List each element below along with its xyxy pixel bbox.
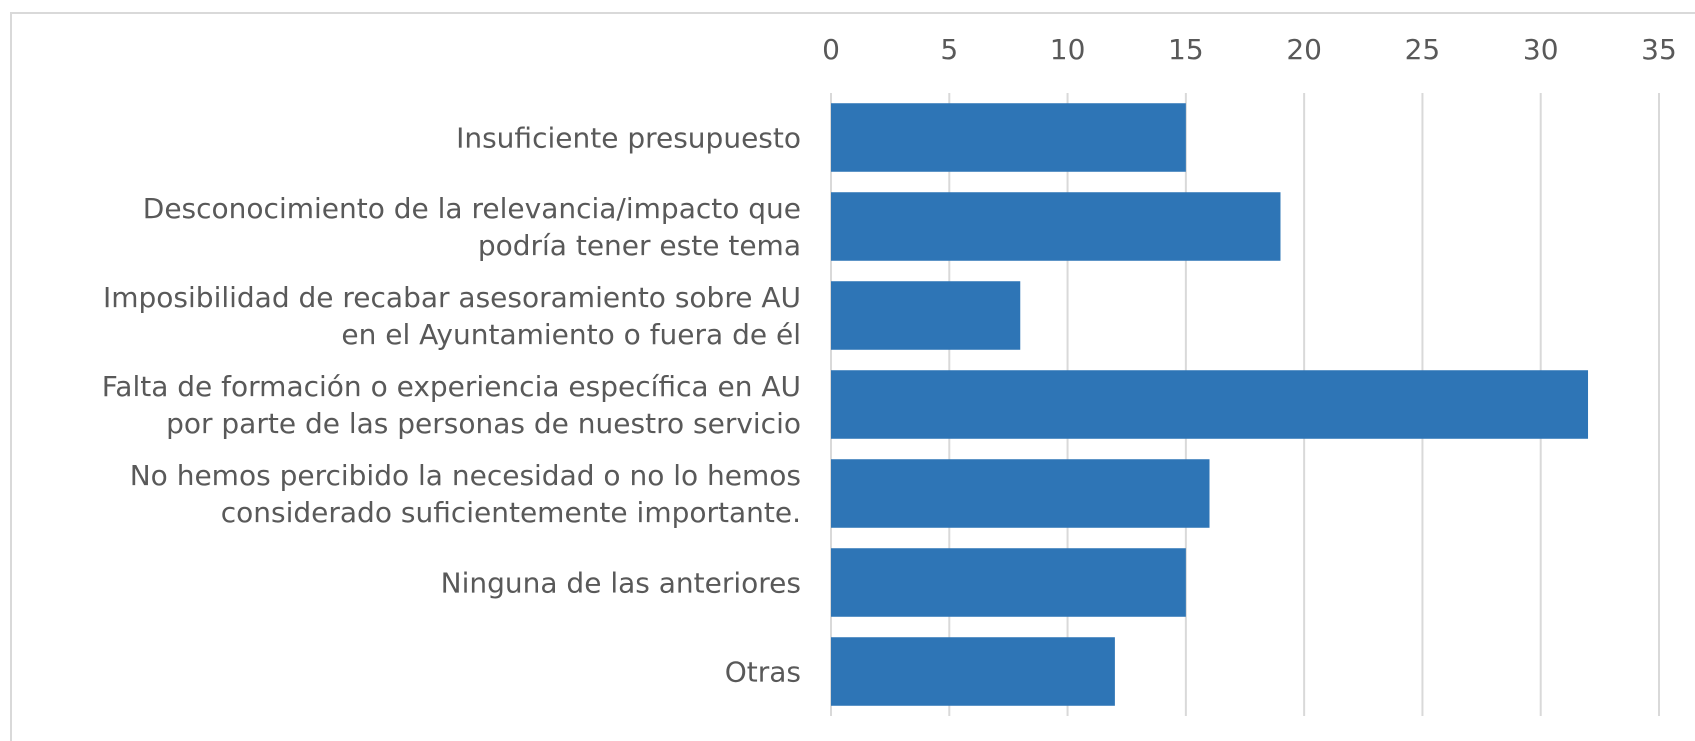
x-tick-label: 25 [1405,33,1441,66]
x-tick-label: 20 [1286,33,1322,66]
y-tick-label: Insuficiente presupuesto [456,121,801,154]
bar [831,459,1210,528]
y-tick-label: Imposibilidad de recabar asesoramiento s… [102,280,801,351]
bar [831,281,1021,350]
y-tick-label: Desconocimiento de la relevancia/impacto… [142,191,801,262]
x-tick-label: 5 [940,33,958,66]
x-tick-label: 10 [1050,33,1086,66]
x-tick-label: 15 [1168,33,1204,66]
x-tick-label: 30 [1523,33,1559,66]
y-tick-label: Ninguna de las anteriores [440,566,801,599]
y-tick-label: Otras [724,655,801,688]
bar [831,548,1186,617]
bar [831,103,1186,172]
bar [831,370,1589,439]
y-tick-label: No hemos percibido la necesidad o no lo … [129,458,801,529]
bar [831,637,1115,706]
x-tick-label: 0 [822,33,840,66]
y-tick-label: Falta de formación o experiencia específ… [101,369,801,440]
x-tick-label: 35 [1641,33,1677,66]
bar [831,192,1281,261]
frame [10,12,1695,741]
